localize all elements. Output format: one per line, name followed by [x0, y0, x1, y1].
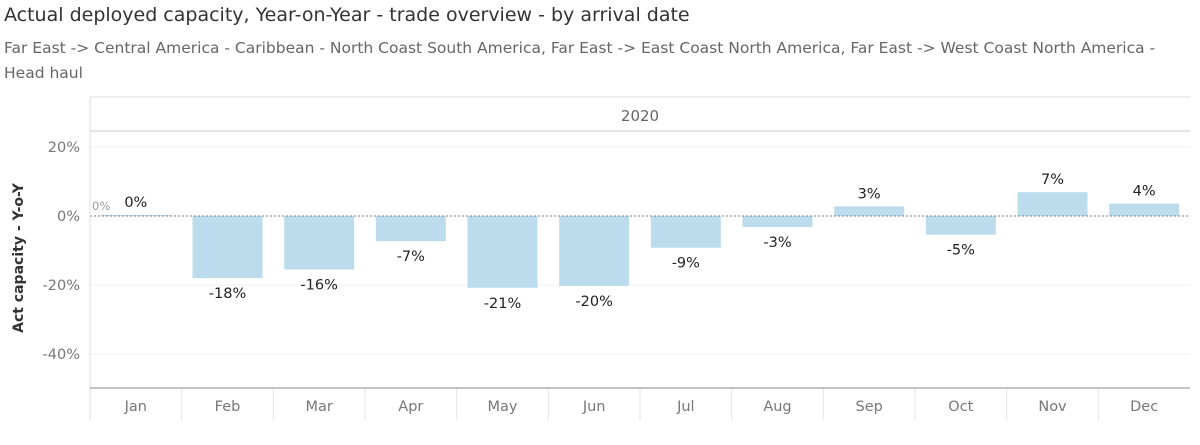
data-label-may: -21%	[484, 296, 521, 312]
data-label-feb: -18%	[209, 286, 246, 302]
data-label-mar: -16%	[300, 277, 337, 293]
x-tick-label: Aug	[763, 399, 791, 415]
x-tick-label: Oct	[948, 399, 973, 415]
data-labels: 0% -18% -16% -7% -21% -20% -9% -3% 3% -5% 7% 4%	[124, 172, 1155, 312]
y-axis-title: Act capacity - Y-o-Y	[11, 182, 27, 333]
x-tick-label: Apr	[398, 399, 423, 415]
bar-dec	[1109, 203, 1180, 216]
data-label-nov: 7%	[1041, 172, 1064, 188]
x-tick-label: Jan	[124, 399, 147, 415]
bars	[100, 192, 1180, 288]
x-tick-label: Mar	[305, 399, 332, 415]
data-label-dec: 4%	[1133, 184, 1156, 200]
x-tick-label: Dec	[1130, 399, 1158, 415]
y-tick-label: 20%	[48, 140, 80, 156]
data-label-apr: -7%	[397, 249, 425, 265]
bar-jun	[559, 216, 630, 287]
bar-may	[467, 216, 538, 288]
data-label-oct: -5%	[947, 243, 975, 259]
bar-sep	[834, 206, 905, 216]
x-axis-ticks: Jan Feb Mar Apr May Jun Jul Aug Sep Oct Nov Dec	[124, 388, 1158, 420]
x-tick-label: Jun	[582, 399, 606, 415]
chart-subtitle: Far East -> Central America - Caribbean …	[4, 39, 1156, 82]
x-tick-label: Feb	[215, 399, 241, 415]
bar-oct	[925, 216, 996, 235]
y-axis-ticks: 20% 0% -20% -40%	[43, 140, 80, 363]
bar-feb	[192, 216, 263, 279]
bar-mar	[284, 216, 355, 270]
x-tick-label: Jul	[676, 399, 695, 415]
zero-reference-label: 0%	[92, 199, 110, 213]
x-tick-label: May	[488, 399, 518, 415]
data-label-sep: 3%	[858, 186, 881, 202]
column-header-2020: 2020	[621, 107, 659, 125]
data-label-jul: -9%	[672, 256, 700, 272]
bar-nov	[1017, 192, 1088, 216]
bar-jan	[100, 214, 171, 216]
zero-reference: 0%	[90, 199, 1190, 217]
chart-title: Actual deployed capacity, Year-on-Year -…	[4, 4, 690, 26]
bar-aug	[742, 216, 813, 228]
data-label-jun: -20%	[575, 294, 612, 310]
x-tick-label: Nov	[1038, 399, 1067, 415]
y-tick-label: 0%	[57, 209, 80, 225]
x-tick-label: Sep	[855, 399, 882, 415]
gridlines	[90, 146, 1190, 355]
bar-jul	[650, 216, 721, 248]
data-label-jan: 0%	[124, 195, 147, 211]
data-label-aug: -3%	[763, 235, 791, 251]
bar-apr	[375, 216, 446, 242]
y-tick-label: -40%	[43, 347, 80, 363]
y-tick-label: -20%	[43, 278, 80, 294]
